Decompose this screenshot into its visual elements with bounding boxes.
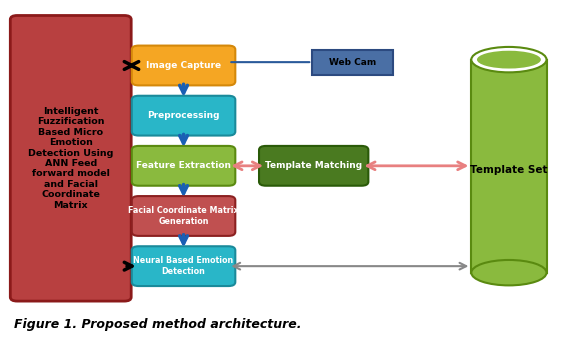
FancyBboxPatch shape	[132, 96, 235, 136]
Text: Template Matching: Template Matching	[265, 161, 362, 170]
FancyBboxPatch shape	[11, 16, 131, 301]
Text: Feature Extraction: Feature Extraction	[136, 161, 231, 170]
Bar	[471, 59, 547, 273]
FancyBboxPatch shape	[132, 196, 235, 236]
Text: Facial Coordinate Matrix
Generation: Facial Coordinate Matrix Generation	[128, 206, 239, 226]
Ellipse shape	[477, 51, 541, 69]
Text: Preprocessing: Preprocessing	[147, 111, 220, 120]
Text: Image Capture: Image Capture	[146, 61, 221, 70]
Ellipse shape	[471, 47, 547, 72]
FancyBboxPatch shape	[259, 146, 369, 186]
Text: Figure 1. Proposed method architecture.: Figure 1. Proposed method architecture.	[15, 318, 302, 330]
Text: Web Cam: Web Cam	[329, 58, 376, 67]
Bar	[312, 50, 393, 75]
Text: Template Set: Template Set	[470, 165, 548, 175]
Text: Neural Based Emotion
Detection: Neural Based Emotion Detection	[133, 256, 234, 276]
FancyBboxPatch shape	[132, 246, 235, 286]
FancyBboxPatch shape	[132, 46, 235, 85]
Ellipse shape	[471, 260, 547, 285]
Text: Intelligent
Fuzzification
Based Micro
Emotion
Detection Using
ANN Feed
forward m: Intelligent Fuzzification Based Micro Em…	[28, 107, 113, 209]
FancyBboxPatch shape	[132, 146, 235, 186]
